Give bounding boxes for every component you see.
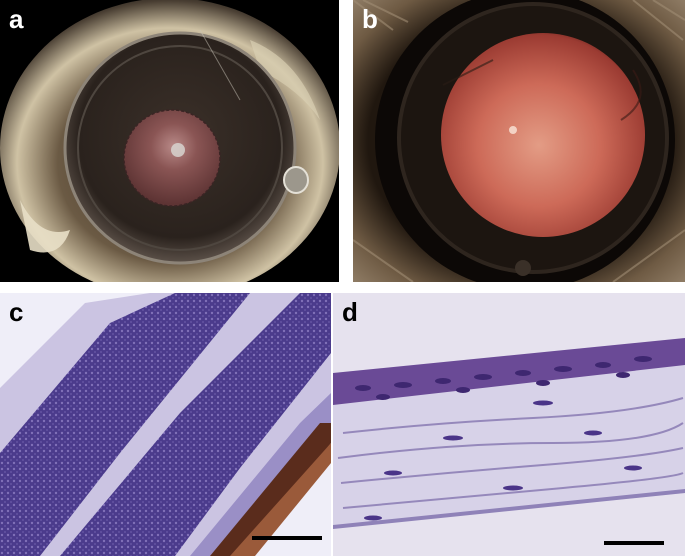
panel-b: b <box>353 0 685 282</box>
eye-red-reflex-photo <box>353 0 685 282</box>
scale-bar-c <box>252 536 322 540</box>
panel-a: a <box>0 0 339 282</box>
panel-label-a: a <box>9 4 24 34</box>
panel-label-c: c <box>9 297 24 327</box>
scale-bar-d <box>604 541 664 545</box>
eye-implant-photo <box>0 0 339 282</box>
panel-label-d: d <box>342 297 358 327</box>
panel-d: d <box>333 293 685 556</box>
cornea-histology-image <box>333 293 685 556</box>
retina-histology-image <box>0 293 331 556</box>
panel-c: c <box>0 293 331 556</box>
panel-label-b: b <box>362 4 378 34</box>
